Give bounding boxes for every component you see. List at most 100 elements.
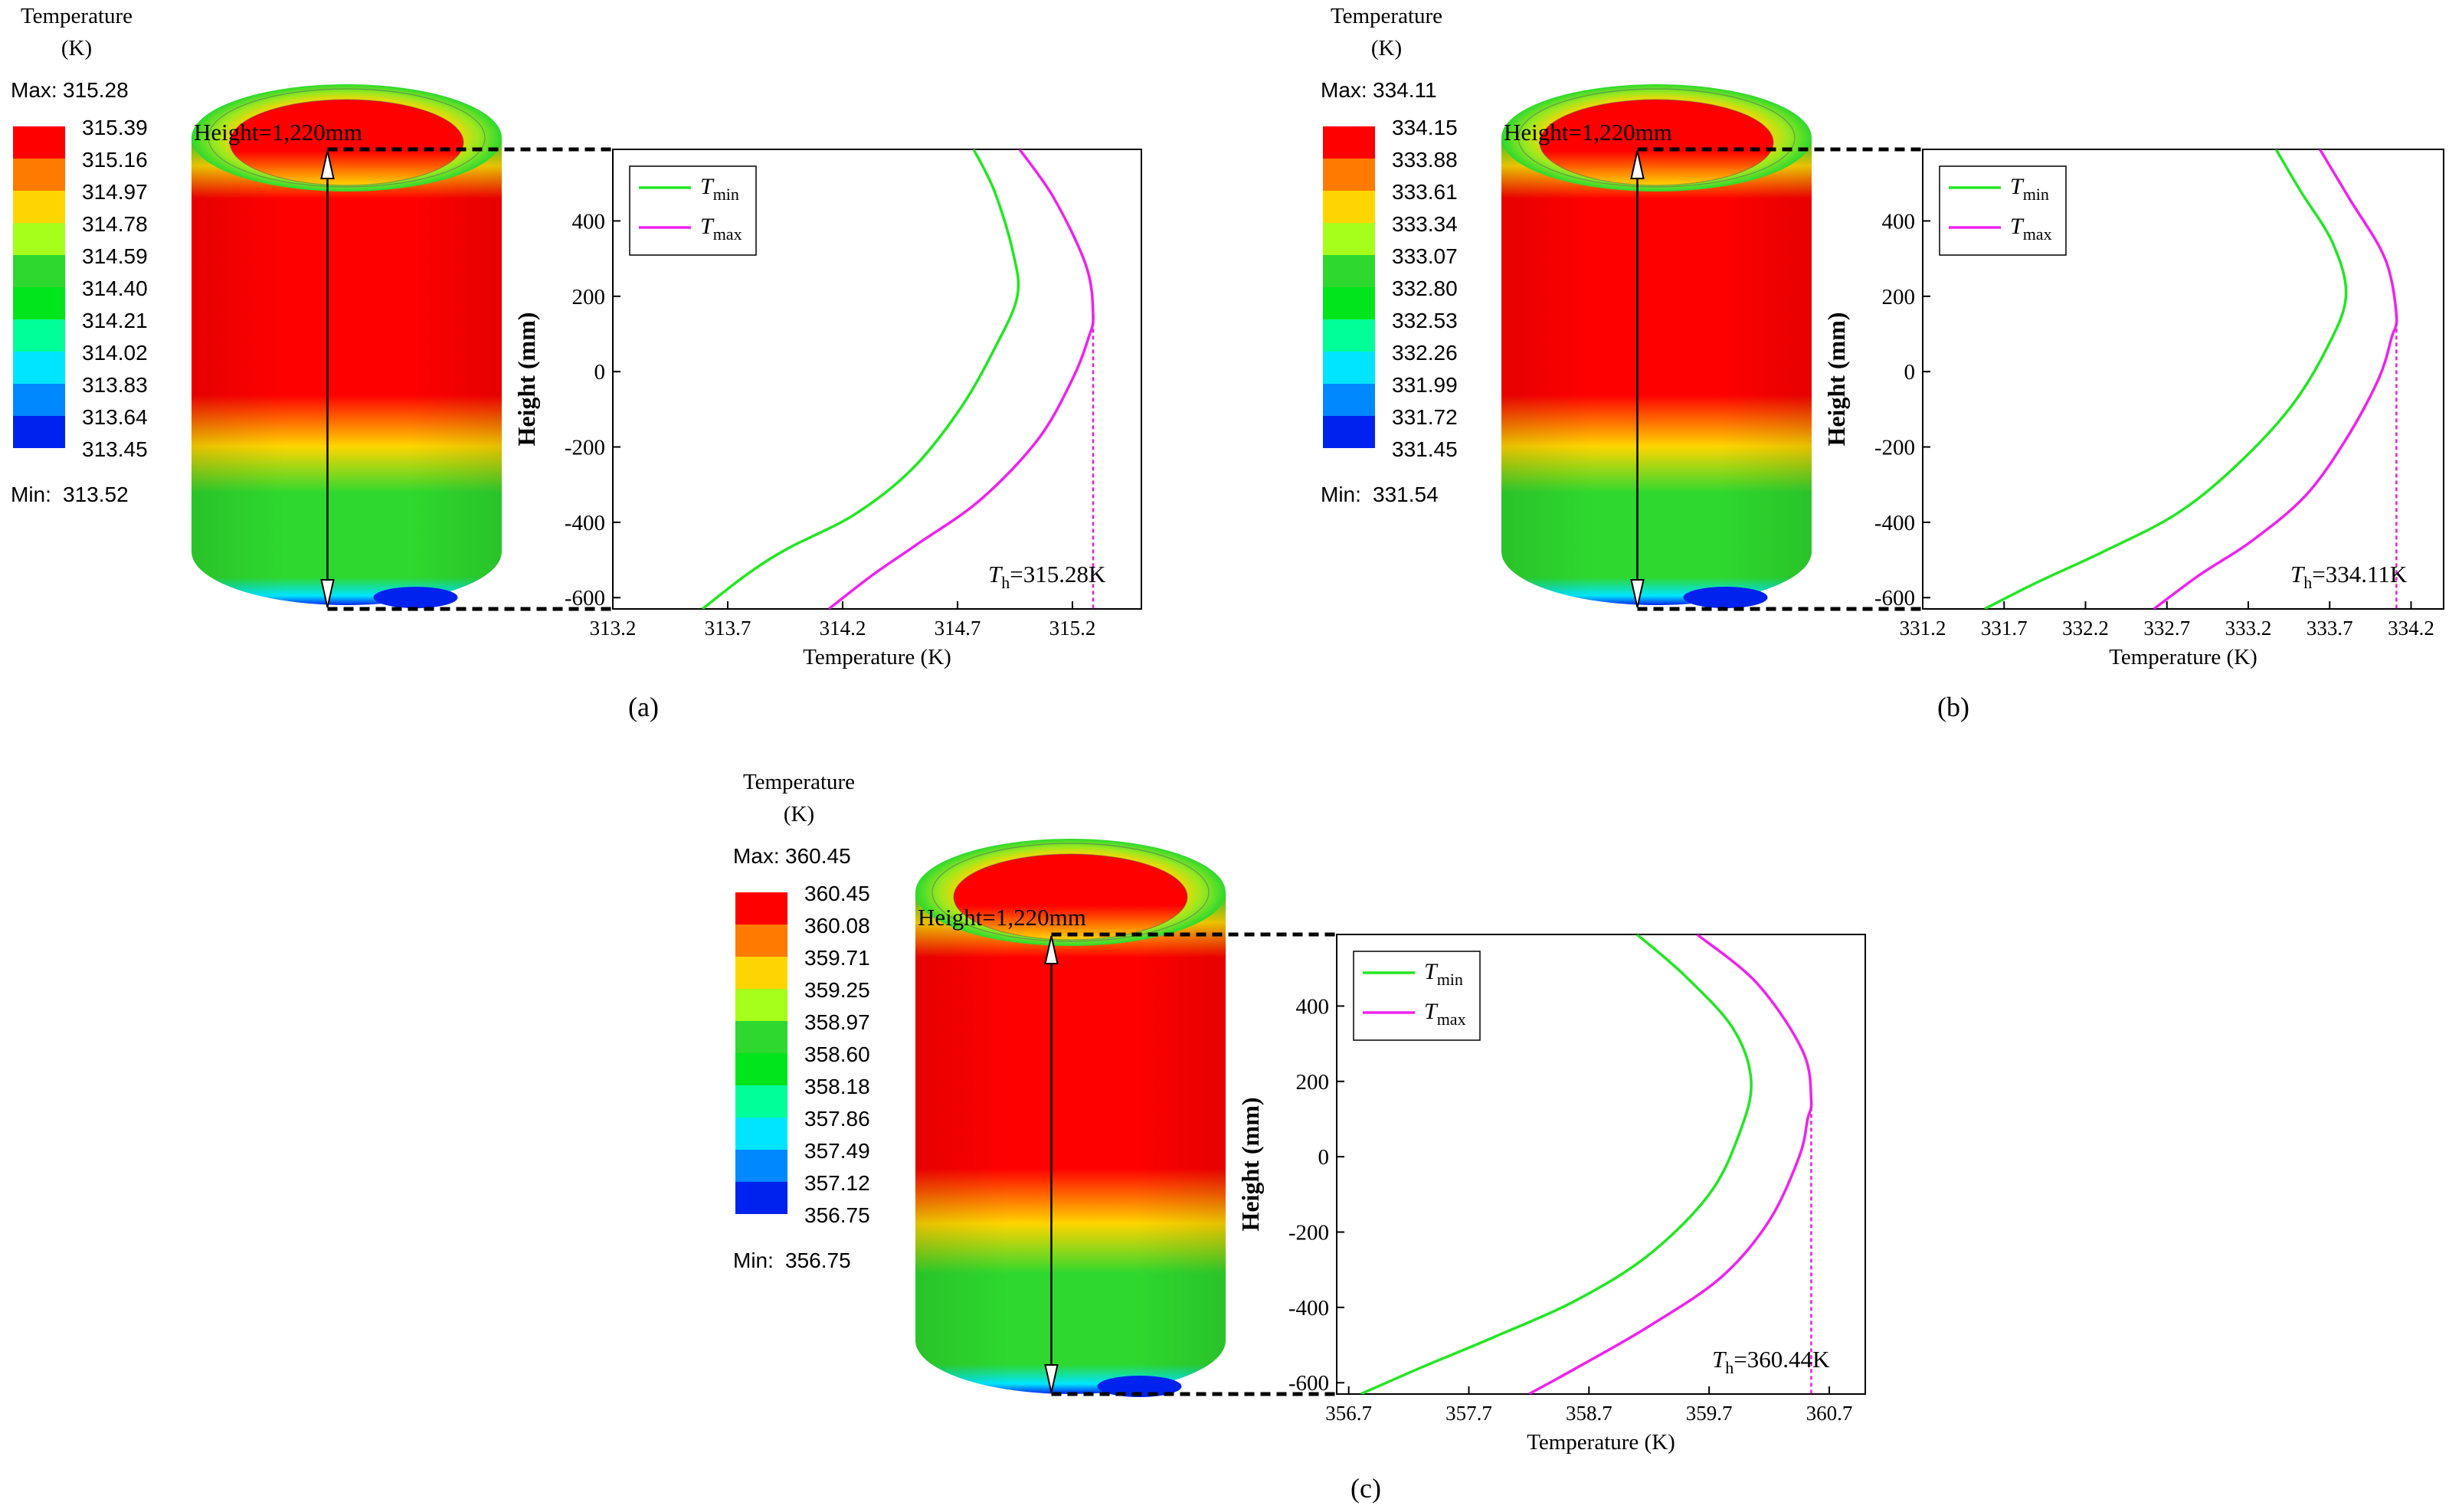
legend-entry-symbol: T (2010, 214, 2025, 239)
series-tmin-line (701, 149, 1020, 609)
legend-swatch (735, 1182, 787, 1214)
th-symbol: T (2290, 561, 2306, 587)
cylinder-shading (1501, 138, 1812, 605)
x-tick-label: 359.7 (1686, 1402, 1733, 1425)
series-group (1360, 934, 1813, 1394)
rim-inner-edge (208, 88, 486, 188)
legend-level: 314.21 (82, 309, 148, 332)
chart-legend-box (1939, 165, 2067, 256)
legend-entry-symbol: T (1424, 999, 1439, 1024)
legend-entry-subscript: max (1437, 1010, 1466, 1029)
legend-entry-subscript: min (713, 185, 739, 204)
cold-spot (1097, 1376, 1182, 1397)
x-tick-label: 313.7 (705, 617, 751, 640)
legend-level: 314.40 (82, 277, 148, 300)
x-tick-label: 331.7 (1981, 617, 2028, 640)
legend-min-value: 313.52 (63, 483, 129, 506)
legend-entry-symbol: T (700, 174, 715, 199)
th-annotation: Th=360.44K (1712, 1346, 1830, 1377)
th-annotation: Th=334.11K (2290, 561, 2408, 592)
legend-entry: Tmin (700, 174, 739, 204)
panel-caption: (b) (1937, 692, 1969, 722)
legend-min-label: Min: (1321, 483, 1361, 506)
legend-swatch (13, 287, 65, 319)
th-value: =360.44K (1734, 1346, 1830, 1373)
legend-swatch (1323, 255, 1375, 287)
legend-level: 357.86 (804, 1107, 870, 1131)
cylinder-shading (915, 892, 1226, 1394)
th-subscript: h (1001, 573, 1010, 592)
th-symbol: T (988, 561, 1003, 587)
cylinder-bore (1539, 99, 1774, 186)
legend-level: 332.26 (1392, 341, 1458, 365)
legend-swatch (13, 384, 65, 416)
legend-level: 332.80 (1392, 277, 1458, 300)
legend-level: 333.88 (1392, 148, 1458, 172)
legend-swatch (735, 1150, 787, 1182)
legend-level: 315.39 (82, 116, 148, 139)
y-axis-label: Height (mm) (1822, 312, 1850, 446)
y-tick-label: 200 (1882, 285, 1916, 309)
y-tick-label: 200 (572, 285, 606, 309)
legend-swatch (1323, 126, 1375, 159)
rim-inner-edge (931, 843, 1210, 942)
legend-swatch (1323, 287, 1375, 319)
x-tick-label: 334.2 (2388, 617, 2434, 640)
line-chart: 331.2 331.7 332.2 332.7 333.2 333.7 334.2 -600 -… (1822, 149, 2444, 669)
y-tick-label: 0 (1904, 360, 1916, 385)
panel-caption: (a) (628, 692, 659, 722)
arrow-head-bottom (1044, 1364, 1059, 1393)
legend-swatch (13, 223, 65, 255)
x-axis-label: Temperature (K) (1527, 1430, 1675, 1455)
x-tick-label: 331.2 (1900, 617, 1946, 640)
line-chart: 313.2 313.7 314.2 314.7 315.2 -600 -400 -200 0 20… (512, 149, 1142, 669)
cold-spot (1683, 587, 1768, 608)
legend-swatch (735, 1118, 787, 1150)
legend-swatch (735, 925, 787, 957)
legend-level: 358.18 (804, 1075, 870, 1098)
arrow-head-top (320, 150, 335, 179)
y-tick-label: -200 (1288, 1221, 1329, 1245)
x-tick-label: 360.7 (1806, 1402, 1853, 1425)
x-tick-label: 356.7 (1325, 1402, 1372, 1425)
y-tick-label: -400 (565, 511, 605, 535)
y-tick-label: -400 (1874, 511, 1915, 535)
series-tmin-line (1360, 934, 1753, 1394)
series-tmin-line (1983, 149, 2348, 609)
cylinder-bore (229, 99, 464, 186)
legend-swatch (13, 255, 65, 287)
legend-swatch (1323, 384, 1375, 416)
legend-swatch (13, 191, 65, 223)
panel-b: Temperature (K)Max: 334.11 334.15 333.88 333.… (1321, 4, 2444, 722)
legend-entry-symbol: T (1424, 959, 1439, 984)
legend-swatch (735, 892, 787, 925)
series-group (701, 149, 1095, 609)
y-tick-label: 0 (1318, 1145, 1330, 1170)
x-tick-label: 332.2 (2062, 617, 2109, 640)
arrow-head-top (1630, 150, 1645, 179)
y-tick-label: 200 (1296, 1070, 1330, 1095)
legend-entry-subscript: min (2023, 185, 2049, 204)
x-axis-label: Temperature (K) (803, 645, 951, 669)
legend-entry: Tmin (2010, 174, 2049, 204)
legend-swatch (1323, 319, 1375, 352)
legend-level: 333.61 (1392, 180, 1458, 204)
legend-entry-subscript: max (2023, 224, 2052, 244)
y-axis-label: Height (mm) (512, 312, 540, 446)
legend-level: 357.49 (804, 1139, 870, 1163)
x-tick-label: 315.2 (1049, 617, 1096, 640)
legend-swatch (13, 416, 65, 448)
legend-entry-subscript: min (1437, 970, 1463, 989)
x-tick-label: 357.7 (1445, 1402, 1492, 1425)
x-tick-label: 333.7 (2306, 617, 2353, 640)
legend-swatch (1323, 416, 1375, 448)
cylinder-bore (953, 853, 1188, 941)
x-tick-label: 332.7 (2143, 617, 2190, 640)
line-chart: 356.7 357.7 358.7 359.7 360.7 -600 -400 -200 0 20… (1236, 934, 1866, 1455)
legend-entry-symbol: T (700, 214, 715, 239)
x-tick-label: 358.7 (1566, 1402, 1612, 1425)
panel-c: Temperature(K)Max: 360.45360.45360.08359.… (733, 770, 1866, 1504)
y-tick-label: 400 (1882, 209, 1916, 234)
legend-min-value: 331.54 (1373, 483, 1439, 506)
y-tick-label: -400 (1288, 1296, 1329, 1321)
